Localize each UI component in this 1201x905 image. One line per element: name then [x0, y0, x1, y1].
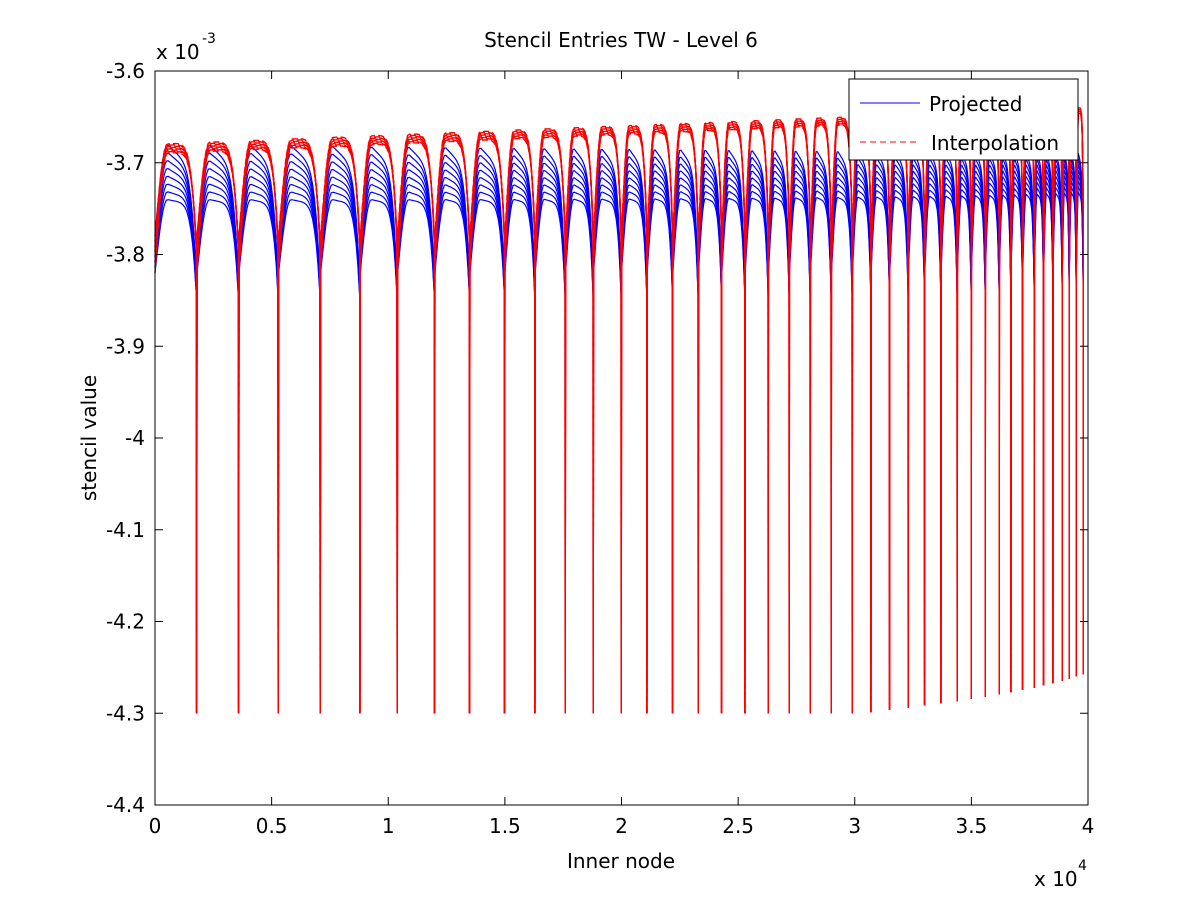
x-axis-exponent: x 10 4 [1034, 858, 1087, 891]
series-interpolation-curve [592, 127, 623, 714]
series-interpolation-curve [196, 142, 240, 714]
y-axis-exponent: x 10 -3 [156, 31, 216, 64]
series-interpolation-curve [744, 121, 770, 714]
y-tick-label: -4.1 [106, 518, 145, 542]
series-interpolation-curve [697, 121, 723, 714]
y-exponent-base: x 10 [156, 40, 200, 64]
series-interpolation-curve [592, 125, 623, 714]
series-interpolation-curve [319, 137, 361, 714]
legend-box [848, 78, 1079, 161]
series-interpolation-curve [396, 135, 436, 714]
legend: Projected Interpolation [848, 78, 1079, 161]
series-interpolation-curve [359, 134, 399, 714]
y-tick-label: -4 [125, 426, 145, 450]
series-interpolation-curve [196, 141, 240, 714]
series-projected-curve [830, 151, 853, 714]
x-tick-label: 2.5 [722, 814, 754, 838]
legend-label-interpolation: Interpolation [931, 131, 1059, 155]
y-tick-label: -3.9 [106, 334, 145, 358]
series-interpolation-curve [504, 129, 536, 714]
series-interpolation-curve [434, 132, 471, 714]
data-layer [154, 107, 1084, 714]
y-exponent-power: -3 [202, 31, 216, 47]
x-tick-label: 0.5 [256, 814, 288, 838]
chart-title: Stencil Entries TW - Level 6 [484, 28, 758, 52]
series-interpolation-curve [396, 133, 436, 714]
series-interpolation-curve [851, 115, 872, 713]
x-tick-label: 3 [848, 814, 861, 838]
series-interpolation-curve [277, 141, 322, 714]
x-tick-label: 4 [1082, 814, 1095, 838]
series-interpolation-curve [646, 123, 674, 714]
x-exponent-base: x 10 [1034, 867, 1078, 891]
y-tick-label: -4.4 [106, 793, 145, 817]
series-interpolation-curve [809, 117, 833, 714]
y-tick-label: -3.7 [106, 151, 145, 175]
series-interpolation-curve [767, 125, 791, 714]
series-interpolation-curve [359, 136, 399, 714]
series-interpolation-curve [319, 136, 361, 714]
series-interpolation-curve [870, 115, 891, 711]
series-interpolation-curve [469, 130, 506, 714]
series-interpolation-curve [767, 119, 791, 714]
series-interpolation-curve [889, 114, 910, 708]
series-interpolation-curve [646, 125, 674, 714]
x-tick-label: 1.5 [489, 814, 521, 838]
y-tick-label: -3.8 [106, 243, 145, 267]
series-interpolation-curve [721, 122, 746, 714]
y-tick-label: -3.6 [106, 59, 145, 83]
series-interpolation-curve [277, 145, 322, 714]
series-interpolation-curve [620, 126, 648, 714]
series-interpolation-curve [534, 128, 567, 714]
x-tick-label: 1 [382, 814, 395, 838]
x-axis-label: Inner node [567, 849, 675, 873]
series-interpolation-curve [672, 122, 700, 714]
x-tick-label: 0 [149, 814, 162, 838]
x-tick-label: 2 [615, 814, 628, 838]
series-interpolation-curve [1075, 112, 1084, 675]
series-interpolation-curve [620, 124, 648, 714]
legend-label-projected: Projected [929, 92, 1022, 116]
y-axis-label: stencil value [77, 375, 101, 501]
series-interpolation-curve [154, 142, 198, 714]
series-interpolation-curve [788, 118, 812, 714]
axes: 0 0.5 1 1.5 2 2.5 3 3.5 4 -3.6 -3.7 -3.8 -3.9 -4 -4.1… [106, 59, 1094, 838]
series-interpolation-curve [564, 127, 595, 714]
y-ticks: -3.6 -3.7 -3.8 -3.9 -4 -4.1 -4.2 -4.3 -4.4 [106, 59, 1088, 817]
series-interpolation-curve [277, 138, 322, 714]
series-interpolation-curve [767, 120, 791, 714]
y-tick-label: -4.2 [106, 610, 145, 634]
series-interpolation-curve [721, 120, 746, 714]
series-interpolation-curve [238, 139, 280, 714]
series-interpolation-curve [830, 116, 854, 714]
x-ticks: 0 0.5 1 1.5 2 2.5 3 3.5 4 [149, 71, 1095, 838]
series-interpolation-curve [744, 120, 770, 714]
series-interpolation-curve [672, 124, 700, 714]
series-interpolation-curve [196, 146, 240, 714]
series-interpolation-curve [646, 132, 674, 714]
x-exponent-power: 4 [1078, 858, 1087, 874]
x-tick-label: 3.5 [955, 814, 987, 838]
y-tick-label: -4.3 [106, 701, 145, 725]
